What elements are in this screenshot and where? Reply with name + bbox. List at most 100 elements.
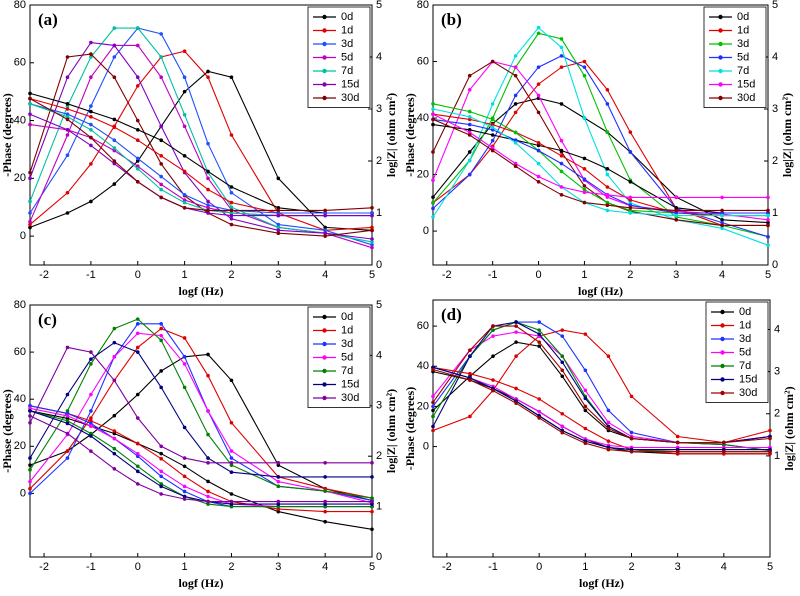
point — [490, 146, 495, 150]
point — [89, 109, 93, 114]
point — [629, 436, 634, 441]
y-tick-label: 80 — [14, 299, 26, 311]
y2-tick-label: 5 — [772, 0, 778, 11]
point — [112, 446, 117, 451]
point — [276, 502, 281, 506]
point — [182, 89, 187, 94]
point — [65, 128, 70, 132]
point — [229, 216, 234, 221]
point — [491, 334, 495, 338]
point — [582, 65, 587, 69]
x-tick-label: 4 — [719, 269, 725, 281]
point — [468, 348, 472, 352]
point — [370, 240, 374, 244]
point — [65, 411, 70, 416]
series-line — [29, 410, 372, 508]
point — [323, 228, 327, 233]
x-tick-label: 2 — [228, 561, 234, 573]
y2-tick-label: 1 — [772, 207, 778, 219]
point — [629, 394, 634, 399]
y-tick-label: 20 — [14, 440, 26, 452]
point — [182, 494, 187, 499]
point — [89, 357, 93, 361]
x-tick-label: -1 — [488, 269, 498, 281]
series-line — [432, 366, 770, 449]
point — [560, 430, 565, 435]
plot-frame — [432, 299, 771, 558]
point — [674, 208, 679, 213]
legend-marker — [720, 350, 725, 355]
point — [206, 494, 210, 499]
point — [536, 31, 541, 36]
point — [323, 208, 327, 213]
point — [135, 84, 140, 88]
point — [431, 150, 435, 154]
series-line — [432, 368, 770, 453]
point — [112, 378, 117, 383]
point — [560, 368, 565, 373]
point — [229, 504, 234, 509]
legend-marker — [322, 382, 327, 387]
point — [536, 174, 541, 179]
point — [276, 228, 281, 233]
point — [206, 489, 210, 494]
x-tick-label: 4 — [721, 561, 727, 573]
point — [182, 193, 187, 197]
point — [112, 436, 117, 441]
point — [89, 55, 93, 59]
point — [89, 40, 93, 45]
point — [431, 394, 435, 399]
point — [159, 154, 163, 158]
legend-label: 30d — [341, 92, 359, 104]
point — [112, 429, 117, 433]
point — [431, 424, 435, 429]
series-line — [29, 327, 373, 499]
point — [490, 133, 495, 137]
point — [229, 502, 234, 506]
point — [159, 195, 163, 200]
point — [628, 180, 633, 184]
legend-label: 15d — [341, 378, 359, 390]
y-tick-label: 40 — [14, 114, 26, 126]
x-tick-label: -2 — [39, 561, 49, 573]
point — [112, 138, 117, 142]
point — [89, 409, 93, 413]
y2-tick-label: 0 — [772, 259, 778, 271]
point — [65, 107, 70, 111]
y2-axis-label: log|Z| (ohm cm²) — [782, 386, 796, 470]
point — [490, 128, 495, 132]
point — [65, 416, 70, 421]
point — [431, 408, 435, 413]
legend-marker — [322, 68, 327, 74]
point — [323, 460, 327, 465]
point — [182, 198, 187, 202]
point — [89, 143, 93, 148]
series-line — [29, 332, 373, 504]
point — [675, 449, 680, 454]
point — [206, 206, 210, 210]
x-tick-label: 3 — [275, 269, 281, 281]
point — [431, 195, 435, 199]
point — [182, 169, 187, 174]
point — [229, 460, 234, 465]
point — [674, 195, 679, 200]
point — [467, 122, 472, 127]
x-axis-label: logf (Hz) — [179, 576, 224, 590]
x-tick-label: 1 — [581, 269, 587, 281]
y-tick-label: 60 — [417, 320, 429, 332]
point — [467, 115, 472, 119]
point — [675, 434, 680, 439]
point — [467, 133, 472, 137]
point — [720, 208, 724, 213]
point — [605, 87, 610, 92]
point — [323, 519, 327, 524]
point — [159, 187, 163, 192]
point — [431, 206, 435, 211]
point — [206, 409, 210, 413]
point — [65, 133, 70, 137]
point — [513, 65, 518, 69]
point — [28, 456, 32, 460]
legend-marker — [322, 41, 327, 47]
series-line — [29, 92, 372, 214]
